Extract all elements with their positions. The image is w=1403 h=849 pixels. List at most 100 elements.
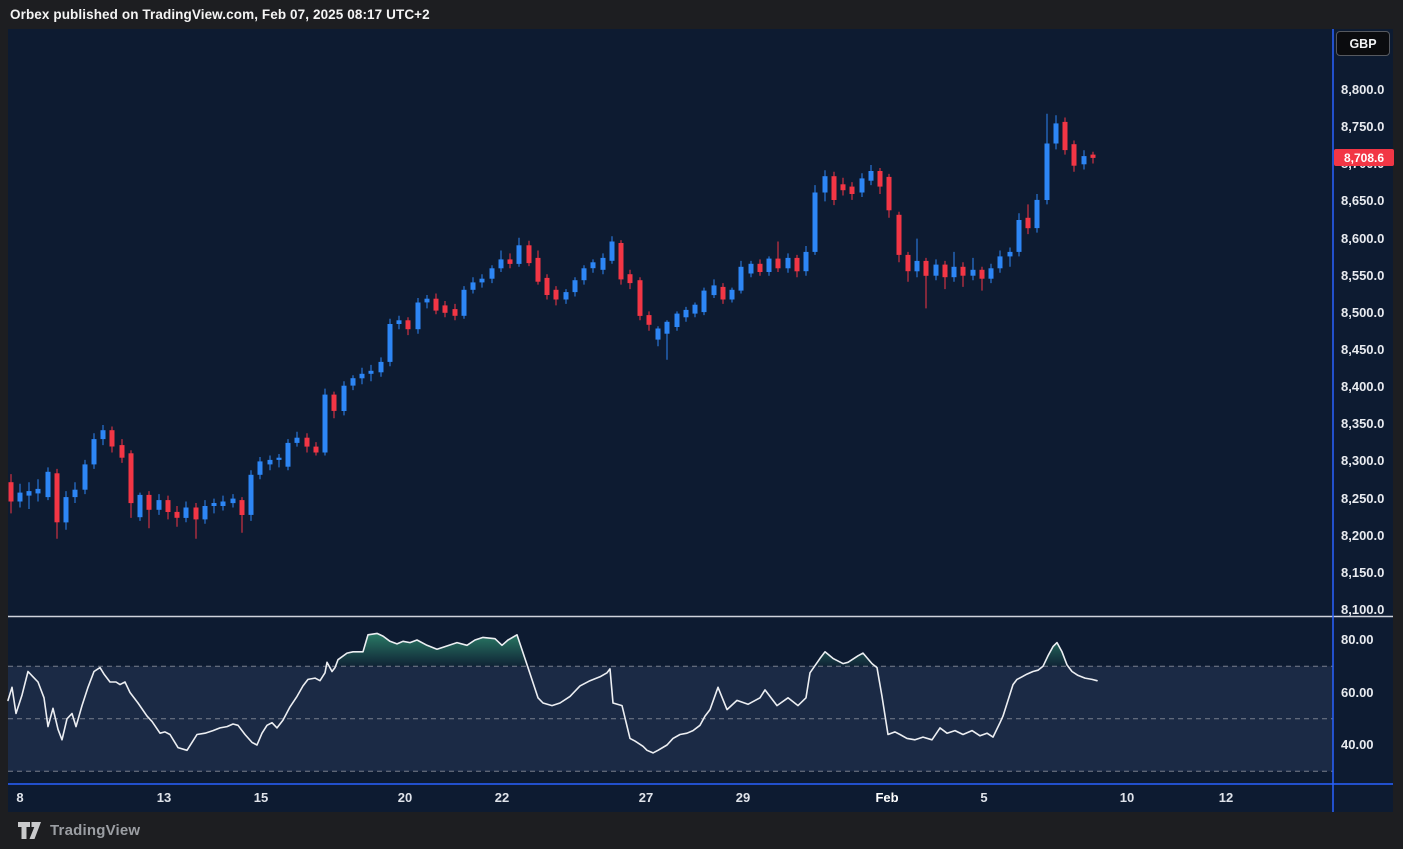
candle-body [516,245,522,264]
candle-body [609,241,615,261]
candle-body [1025,217,1031,229]
candle-body [1053,123,1059,144]
candle-body [1007,251,1013,257]
candle-body [294,437,300,443]
candle-body [896,214,902,255]
candle-body [257,461,263,475]
candle-body [655,328,661,340]
candle-body [785,257,791,269]
candle-body [304,437,310,447]
candle-body [803,251,809,272]
candle-body [1081,156,1087,165]
candle-body [26,491,32,496]
candle-body [572,280,578,293]
candle-body [128,453,134,504]
candle-body [183,507,189,518]
candle-body [886,176,892,211]
candle-body [1016,220,1022,252]
candle-body [489,268,495,279]
candle-body [415,302,421,330]
candle-body [970,269,976,276]
footer-bar: TradingView [0,812,1403,849]
header-bar: Orbex published on TradingView.com, Feb … [0,0,1403,28]
candle-body [91,439,97,465]
candle-body [600,257,606,270]
candle-body [313,446,319,453]
candle-body [146,494,152,510]
candle-body [276,457,282,460]
candle-body [119,445,125,458]
candle-body [701,290,707,313]
candle-body [923,260,929,276]
candle-body [72,489,78,498]
candle-body [1034,199,1040,229]
candle-body [248,474,254,515]
candle-body [424,298,430,303]
candle-body [8,482,14,502]
candle-body [17,492,23,502]
candle-body [220,501,226,506]
candle-body [942,264,948,278]
candle-body [618,243,624,280]
candle-body [822,176,828,193]
candle-body [45,471,51,498]
candle-body [748,263,754,274]
candle-body [674,313,680,327]
candle-body [627,274,633,284]
tradingview-logo-icon [18,821,41,839]
candle-body [1062,121,1068,151]
candle-body [452,309,458,316]
candle-body [868,171,874,181]
candle-body [637,280,643,316]
candle-body [331,394,337,411]
candle-body [35,488,41,494]
rsi-overbought-fill [326,633,1069,667]
last-price-badge: 8,708.6 [1334,149,1394,167]
candle-body [100,430,106,440]
candle-body [711,285,717,296]
candle-body [692,304,698,314]
candle-body [498,259,504,269]
candle-body [812,192,818,252]
candle-body [766,258,772,272]
candle-body [479,278,485,283]
candle-body [378,361,384,373]
candle-body [267,459,273,465]
tradingview-watermark: TradingView [50,822,141,839]
candle-body [526,245,532,264]
candle-body [387,324,393,362]
candle-body [563,292,569,300]
candle-body [211,503,217,506]
candle-body [664,321,670,334]
candle-body [914,260,920,272]
currency-toggle-button[interactable]: GBP [1336,31,1390,56]
candle-body [775,258,781,269]
candle-body [396,320,402,324]
candle-body [849,186,855,194]
candle-body [840,184,846,191]
candle-body [442,305,448,313]
candle-body [720,286,726,300]
candle-body [1044,143,1050,200]
candle-body [535,257,541,282]
candle-body [341,385,347,411]
candle-body [988,268,994,279]
rsi-line [7,632,1098,754]
candle-body [960,266,966,276]
candle-body [285,442,291,467]
candle-body [729,289,735,300]
candle-body [193,507,199,520]
candle-body [646,315,652,325]
candle-body [109,430,115,447]
candle-body [82,464,88,490]
candle-body [63,497,69,523]
candle-body [322,394,328,453]
candle-body [877,171,883,187]
candle-body [461,289,467,316]
candle-body [905,254,911,272]
candle-body [683,309,689,318]
candle-body [590,262,596,269]
candle-body [1090,154,1096,158]
candle-body [1071,144,1077,166]
